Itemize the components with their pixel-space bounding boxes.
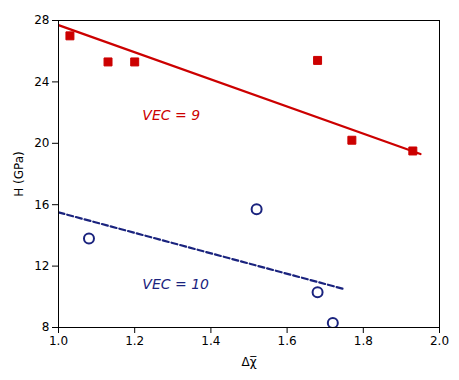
svg-text:12: 12 — [34, 259, 49, 273]
svg-text:1.0: 1.0 — [49, 334, 68, 348]
svg-text:24: 24 — [34, 75, 49, 89]
svg-text:16: 16 — [34, 198, 49, 212]
svg-text:8: 8 — [42, 320, 50, 334]
svg-text:VEC = 9: VEC = 9 — [142, 107, 200, 123]
svg-text:2.0: 2.0 — [430, 334, 449, 348]
svg-text:1.8: 1.8 — [354, 334, 373, 348]
svg-text:20: 20 — [34, 136, 49, 150]
svg-text:1.6: 1.6 — [278, 334, 297, 348]
svg-text:1.4: 1.4 — [201, 334, 220, 348]
svg-text:28: 28 — [34, 13, 49, 27]
svg-text:H (GPa): H (GPa) — [12, 151, 26, 197]
svg-text:1.2: 1.2 — [125, 334, 144, 348]
svg-text:VEC = 10: VEC = 10 — [142, 276, 209, 292]
svg-text:Δχ̅: Δχ̅ — [241, 355, 257, 369]
